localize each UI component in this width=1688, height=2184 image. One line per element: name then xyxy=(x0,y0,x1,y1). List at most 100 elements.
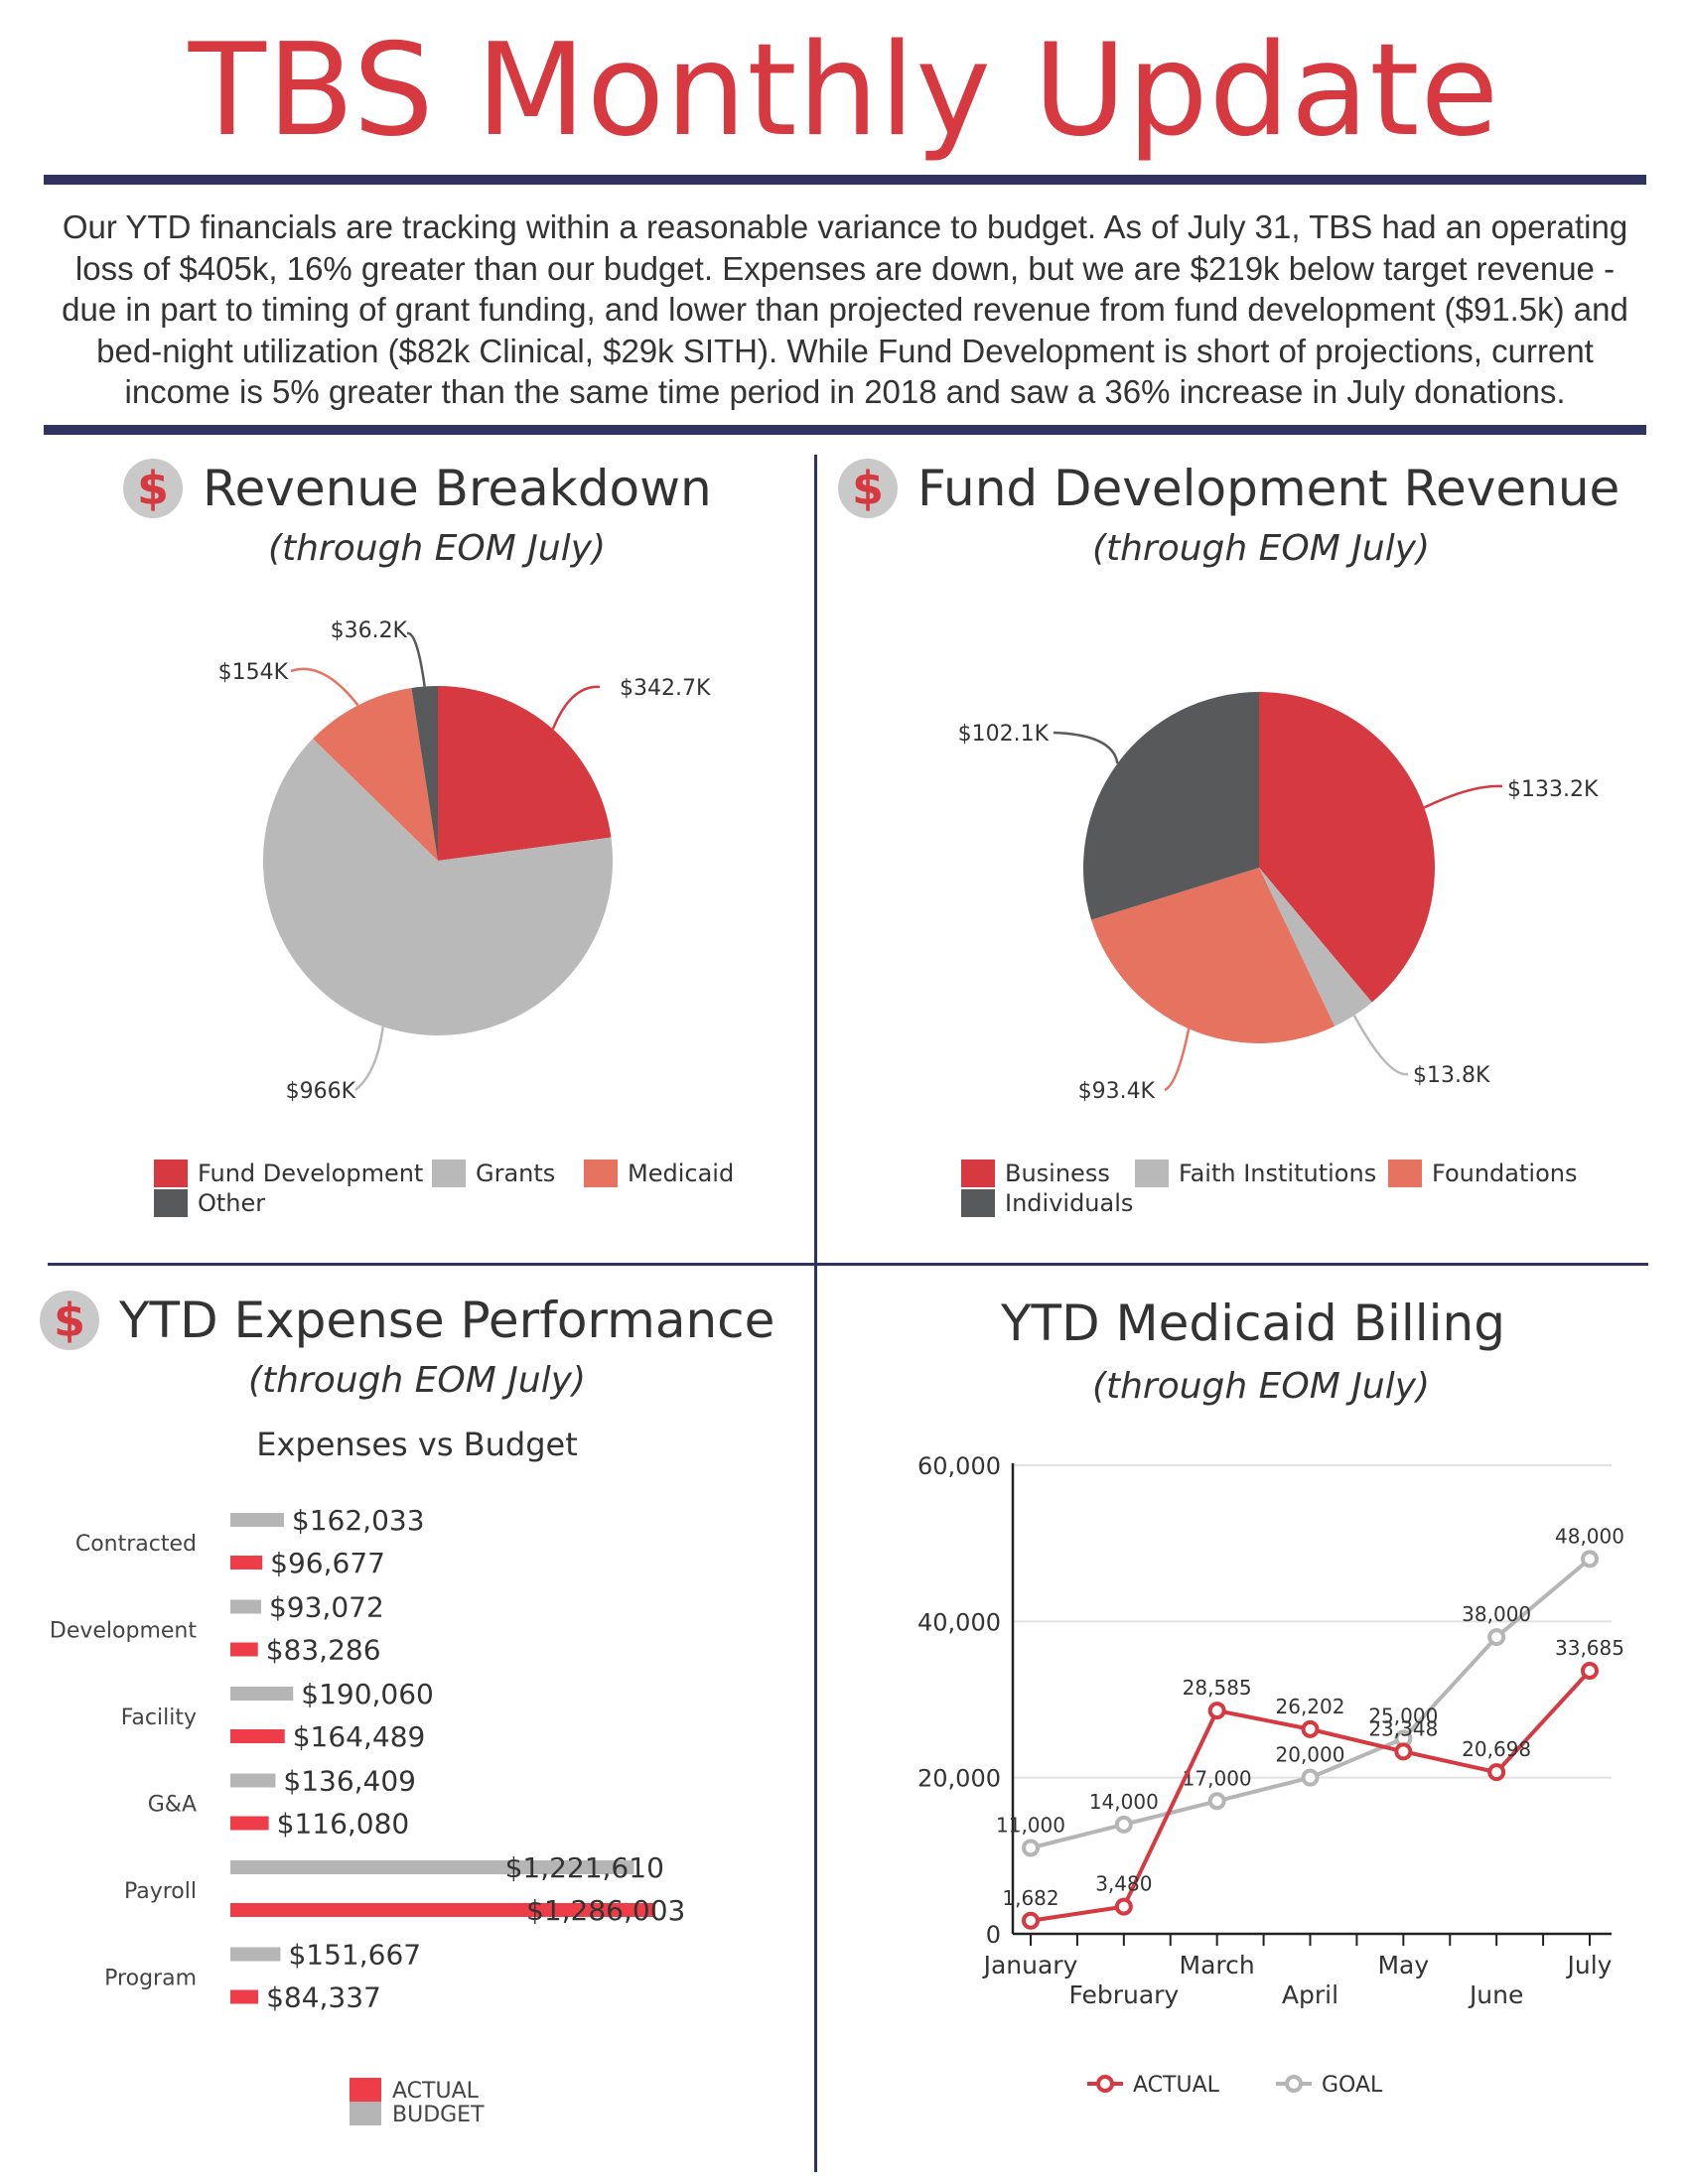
expense-header: $ YTD Expense Performance xyxy=(40,1291,774,1350)
dollar-icon: $ xyxy=(40,1291,99,1350)
data-label: 1,682 xyxy=(1002,1886,1058,1910)
legend-label: BUDGET xyxy=(392,2103,485,2127)
pie-leader-line xyxy=(290,667,359,707)
data-point-actual xyxy=(1301,1719,1320,1738)
data-point-goal xyxy=(1301,1768,1320,1787)
fund-dev-header: $ Fund Development Revenue xyxy=(838,459,1619,518)
pie-slice-grants xyxy=(263,739,613,1035)
data-label: 20,698 xyxy=(1462,1737,1531,1761)
bar-category-label: Facility xyxy=(121,1706,197,1730)
data-label: 26,202 xyxy=(1276,1695,1345,1718)
data-label: 3,480 xyxy=(1095,1872,1152,1896)
bar-value-label: $151,667 xyxy=(288,1939,421,1972)
bar-actual xyxy=(230,1642,258,1657)
legend-label: Individuals xyxy=(1005,1189,1134,1217)
legend-item: Medicaid xyxy=(584,1160,734,1187)
bar-budget xyxy=(230,1947,281,1962)
page-title: TBS Monthly Update xyxy=(188,17,1500,165)
x-tick-label: June xyxy=(1468,1980,1523,2009)
pie-data-label: $102.1K xyxy=(958,722,1050,747)
pie-data-label: $133.2K xyxy=(1507,777,1599,802)
bar-value-label: $96,677 xyxy=(270,1547,385,1579)
data-point-actual xyxy=(1114,1897,1133,1916)
pie-leader-line xyxy=(406,631,426,687)
bar-value-label: $93,072 xyxy=(269,1591,384,1624)
bar-value-label: $1,286,003 xyxy=(526,1894,685,1927)
bar-category-label: Contracted xyxy=(75,1532,197,1557)
legend-item: Other xyxy=(154,1189,265,1217)
data-point-actual xyxy=(1207,1702,1226,1720)
legend-marker xyxy=(1285,2075,1303,2093)
data-label: 14,000 xyxy=(1089,1790,1159,1814)
legend-swatch xyxy=(350,2078,381,2102)
data-label: 28,585 xyxy=(1183,1676,1252,1700)
legend-item: Grants xyxy=(432,1160,555,1187)
data-point-goal xyxy=(1487,1628,1506,1647)
bar-category-label: G&A xyxy=(148,1793,197,1818)
data-point-actual xyxy=(1581,1662,1599,1681)
bar-budget xyxy=(230,1687,294,1701)
legend-swatch xyxy=(432,1160,466,1187)
pie-slice-other xyxy=(411,686,438,861)
pie-leader-line xyxy=(354,1025,384,1091)
y-tick-label: 0 xyxy=(986,1921,1001,1949)
data-point-goal xyxy=(1207,1792,1226,1811)
bar-value-label: $1,221,610 xyxy=(505,1851,664,1884)
medicaid-subtitle: (through EOM July) xyxy=(1091,1366,1431,1407)
dollar-icon: $ xyxy=(123,459,183,518)
legend-label: ACTUAL xyxy=(392,2079,480,2104)
legend-swatch xyxy=(1135,1160,1169,1187)
bar-actual xyxy=(230,1903,655,1917)
legend-item: Individuals xyxy=(961,1189,1133,1217)
top-divider xyxy=(44,175,1646,185)
pie-slice-foundations xyxy=(1091,868,1336,1043)
pie-slice-business xyxy=(1259,692,1435,1003)
bar-value-label: $162,033 xyxy=(292,1504,425,1537)
center-divider xyxy=(814,455,817,2172)
x-tick-label: February xyxy=(1068,1980,1179,2009)
legend-label: Foundations xyxy=(1432,1160,1578,1187)
fund-dev-title: Fund Development Revenue xyxy=(917,460,1620,517)
pie-data-label: $13.8K xyxy=(1413,1063,1490,1088)
dollar-icon: $ xyxy=(838,459,898,518)
legend-item: Fund Development xyxy=(154,1160,423,1187)
pie-data-label: $154K xyxy=(218,660,289,685)
pie-data-label: $93.4K xyxy=(1078,1079,1156,1104)
legend-label: Medicaid xyxy=(628,1160,735,1187)
legend-item: Faith Institutions xyxy=(1135,1160,1376,1187)
pie-data-label: $36.2K xyxy=(331,618,408,643)
legend-swatch xyxy=(154,1160,188,1187)
legend-item: Business xyxy=(961,1160,1110,1187)
expense-subtitle: (through EOM July) xyxy=(247,1360,587,1401)
legend-swatch xyxy=(961,1189,995,1217)
data-point-goal xyxy=(1114,1815,1133,1834)
y-tick-label: 20,000 xyxy=(917,1765,1001,1793)
bar-value-label: $116,080 xyxy=(277,1808,410,1841)
bar-value-label: $164,489 xyxy=(293,1720,426,1753)
pie-leader-line xyxy=(1352,1015,1409,1076)
x-tick-label: July xyxy=(1566,1951,1613,1979)
pie-leader-line xyxy=(1164,1027,1191,1092)
expense-title: YTD Expense Performance xyxy=(119,1292,775,1349)
bar-actual xyxy=(230,1816,269,1831)
intro-paragraph: Our YTD financials are tracking within a… xyxy=(62,208,1628,410)
bar-actual xyxy=(230,1556,263,1570)
legend-label: Fund Development xyxy=(198,1160,424,1187)
pie-slice-faith-institutions xyxy=(1259,868,1372,1026)
legend-label: Business xyxy=(1005,1160,1110,1187)
pie-slice-individuals xyxy=(1083,691,1259,920)
y-tick-label: 60,000 xyxy=(917,1452,1001,1480)
data-label: 38,000 xyxy=(1462,1602,1531,1626)
fund-dev-subtitle: (through EOM July) xyxy=(1091,528,1431,569)
expense-chart-title: Expenses vs Budget xyxy=(256,1426,578,1463)
bar-budget xyxy=(230,1513,284,1527)
intro-divider xyxy=(44,425,1646,435)
pie-data-label: $966K xyxy=(286,1079,356,1104)
legend-label: GOAL xyxy=(1322,2073,1383,2098)
revenue-pie-chart: $342.7K $966K $154K $36.2K xyxy=(218,618,711,1104)
data-point-goal xyxy=(1022,1839,1040,1857)
data-label: 33,685 xyxy=(1555,1636,1624,1660)
bar-budget xyxy=(230,1599,261,1614)
medicaid-title: YTD Medicaid Billing xyxy=(1001,1295,1505,1352)
